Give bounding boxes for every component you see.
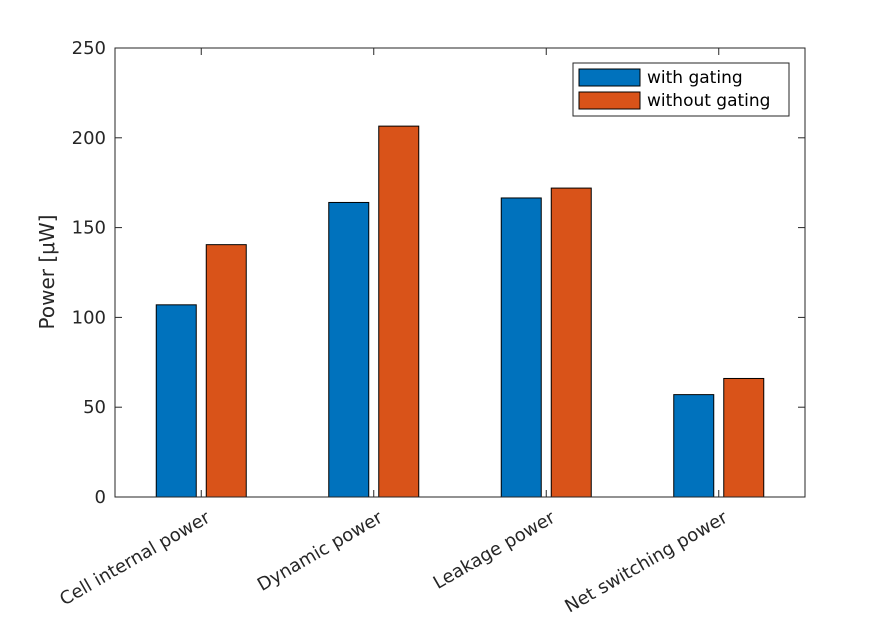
bar	[673, 394, 715, 498]
y-tick-label: 0	[95, 487, 106, 508]
axes-group	[114, 47, 806, 498]
bar	[328, 201, 370, 498]
bar	[550, 187, 592, 498]
x-tick-label: Cell internal power	[56, 507, 214, 610]
bar	[155, 304, 197, 498]
bar	[205, 244, 247, 498]
y-tick-label: 150	[72, 218, 106, 239]
legend-swatch	[578, 68, 641, 87]
y-tick-label: 200	[72, 128, 106, 149]
legend-swatch	[578, 91, 641, 110]
y-tick-labels: 0 50 100 150 200 250	[72, 38, 106, 508]
axes-box	[114, 47, 806, 498]
bar	[378, 125, 420, 498]
x-tick-label: Net switching power	[561, 507, 731, 617]
y-axis-label: Power [μW]	[35, 215, 59, 330]
y-tick-label: 250	[72, 38, 106, 59]
x-tick-labels: Cell internal power Dynamic power Leakage …	[56, 507, 732, 617]
x-tick-label: Leakage power	[430, 507, 560, 594]
y-tick-label: 50	[83, 397, 106, 418]
bar	[723, 377, 765, 498]
bar	[500, 197, 542, 498]
legend-label: with gating	[647, 68, 743, 88]
bars-group	[155, 125, 765, 498]
x-tick-label: Dynamic power	[254, 507, 387, 596]
y-tick-label: 100	[72, 307, 106, 328]
legend: with gating without gating	[572, 62, 790, 117]
legend-label: without gating	[647, 91, 770, 111]
